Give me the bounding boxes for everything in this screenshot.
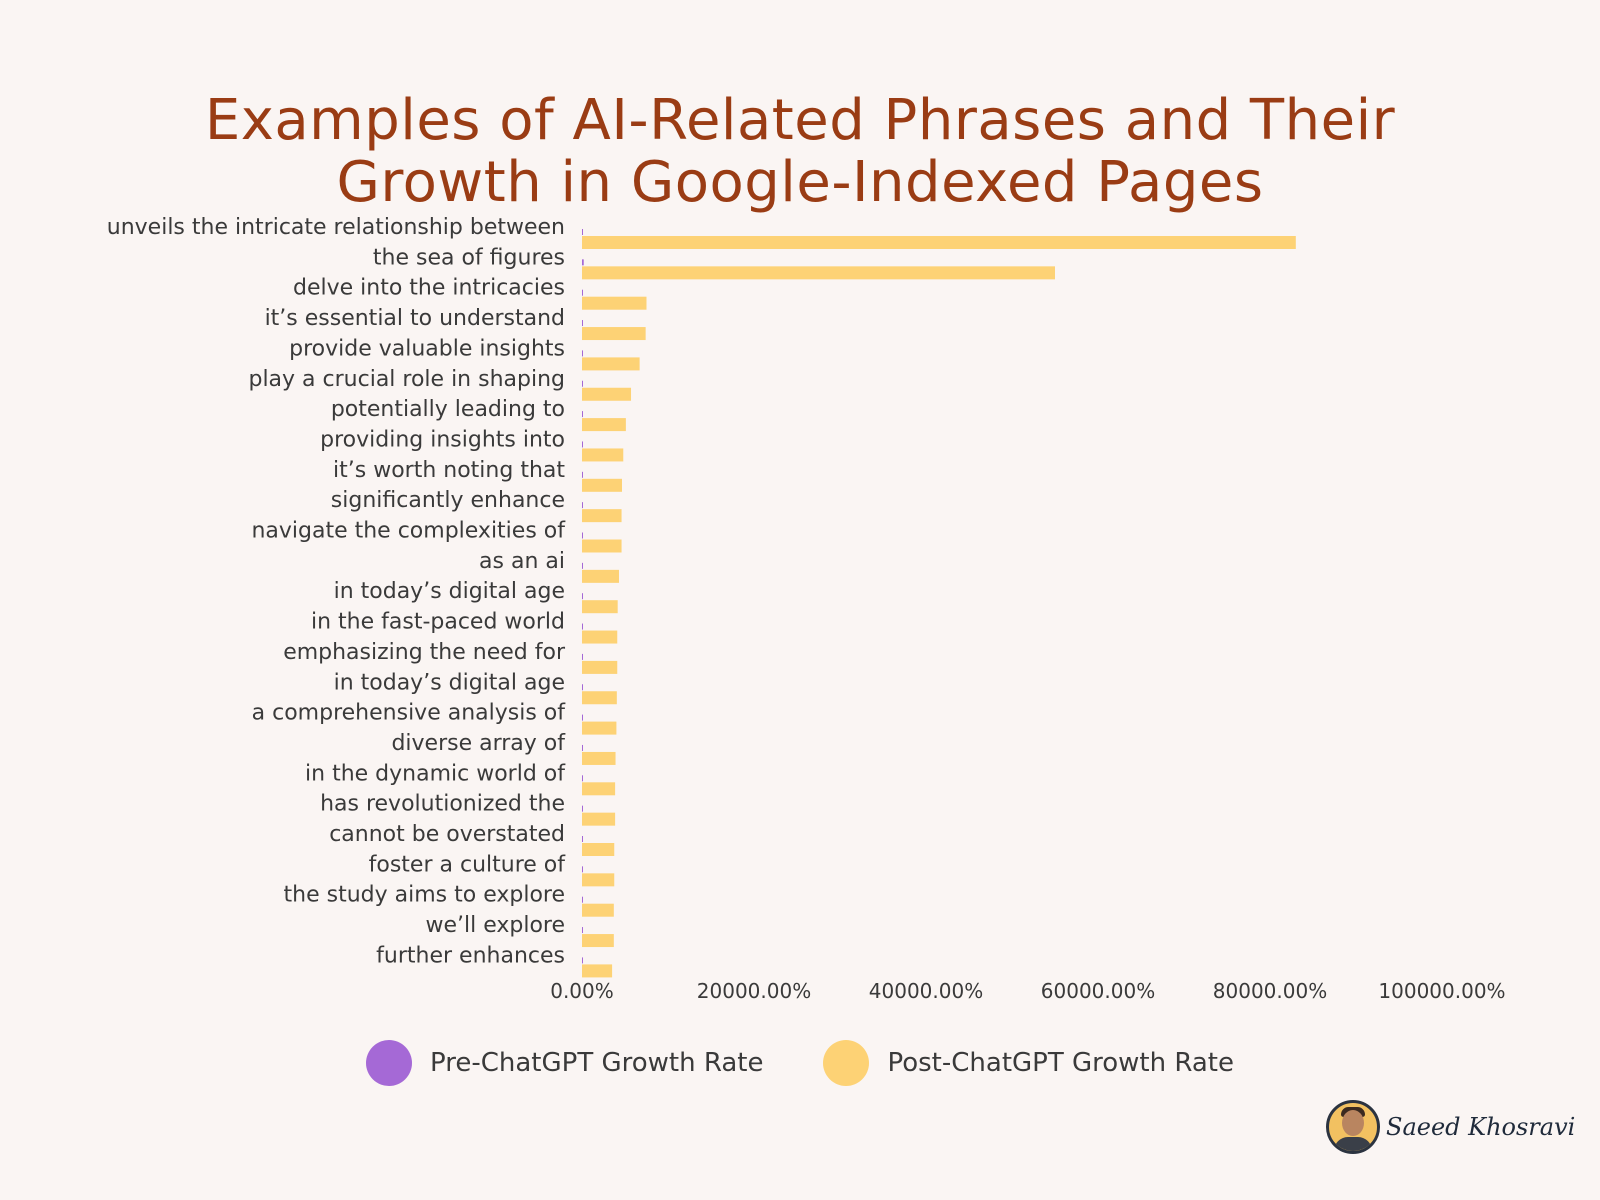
category-label: as an ai — [479, 549, 565, 574]
bar-post-chatgpt — [582, 327, 646, 341]
category-label: emphasizing the need for — [283, 640, 566, 665]
category-label: delve into the intricacies — [293, 276, 565, 301]
author-signature: Saeed Khosravi — [1326, 1100, 1575, 1154]
bar-post-chatgpt — [582, 296, 647, 310]
category-label: it’s worth noting that — [333, 458, 565, 483]
bar-pre-chatgpt — [582, 441, 583, 448]
bar-pre-chatgpt — [582, 471, 583, 478]
category-labels: unveils the intricate relationship betwe… — [107, 215, 566, 968]
bar-pre-chatgpt — [582, 259, 584, 266]
bar-pre-chatgpt — [582, 562, 583, 569]
chart-title-line-2: Growth in Google-Indexed Pages — [336, 149, 1264, 215]
category-label: further enhances — [376, 943, 565, 968]
category-label: in the dynamic world of — [305, 761, 566, 786]
x-axis-ticks: 0.00% 20000.00% 40000.00% 60000.00% 80000.00… — [550, 979, 1505, 1003]
category-label: in today’s digital age — [334, 670, 565, 695]
bar-post-chatgpt — [582, 873, 615, 887]
bar-pre-chatgpt — [582, 866, 583, 873]
x-tick-label: 80000.00% — [1213, 979, 1327, 1003]
bar-post-chatgpt — [582, 782, 616, 796]
category-label: has revolutionized the — [320, 792, 565, 817]
chart-title: Examples of AI-Related Phrases and Their… — [0, 87, 1600, 215]
bar-pre-chatgpt — [582, 896, 583, 903]
avatar-portrait-icon — [1326, 1100, 1380, 1154]
legend-item-pre: Pre-ChatGPT Growth Rate — [366, 1040, 763, 1086]
category-label: provide valuable insights — [289, 336, 565, 361]
bar-post-chatgpt — [582, 569, 619, 583]
bar-pre-chatgpt — [582, 350, 583, 357]
bar-pre-chatgpt — [582, 593, 583, 600]
category-label: it’s essential to understand — [265, 306, 565, 331]
bar-post-chatgpt — [582, 448, 624, 462]
bar-post-chatgpt — [582, 691, 617, 705]
category-label: a comprehensive analysis of — [252, 701, 567, 726]
bar-post-chatgpt — [582, 387, 632, 401]
category-label: in the fast-paced world — [311, 610, 565, 635]
bar-chart: unveils the intricate relationship betwe… — [107, 215, 1506, 1003]
category-label: potentially leading to — [331, 397, 565, 422]
bar-pre-chatgpt — [582, 229, 583, 235]
category-label: in today’s digital age — [334, 579, 565, 604]
author-name: Saeed Khosravi — [1386, 1113, 1576, 1141]
chart-title-line-1: Examples of AI-Related Phrases and Their — [204, 87, 1396, 153]
bar-pre-chatgpt — [582, 289, 583, 296]
bar-pre-chatgpt — [582, 653, 583, 660]
bar-pre-chatgpt — [582, 927, 583, 934]
bar-pre-chatgpt — [582, 684, 583, 691]
category-label: the sea of figures — [373, 245, 565, 270]
bar-pre-chatgpt — [582, 805, 583, 812]
x-tick-label: 20000.00% — [697, 979, 811, 1003]
bar-pre-chatgpt — [582, 744, 583, 751]
bar-post-chatgpt — [582, 539, 622, 553]
bar-post-chatgpt — [582, 721, 617, 735]
category-label: play a crucial role in shaping — [248, 367, 565, 392]
bar-post-chatgpt — [582, 660, 618, 674]
x-tick-label: 100000.00% — [1378, 979, 1505, 1003]
bar-pre-chatgpt — [582, 411, 583, 418]
category-label: providing insights into — [320, 427, 565, 452]
legend-swatch-post — [823, 1040, 870, 1086]
bar-post-chatgpt — [582, 903, 614, 917]
bar-pre-chatgpt — [582, 714, 583, 721]
bar-pre-chatgpt — [582, 320, 583, 327]
category-label: diverse array of — [391, 731, 566, 756]
category-label: foster a culture of — [369, 852, 567, 877]
legend-swatch-pre — [366, 1040, 413, 1086]
bar-post-chatgpt — [582, 357, 640, 371]
bars — [582, 229, 1296, 978]
category-label: the study aims to explore — [284, 883, 565, 908]
category-label: significantly enhance — [331, 488, 565, 513]
category-label: navigate the complexities of — [251, 519, 566, 544]
bar-pre-chatgpt — [582, 957, 583, 964]
x-tick-label: 40000.00% — [869, 979, 983, 1003]
bar-pre-chatgpt — [582, 836, 583, 842]
bar-post-chatgpt — [582, 266, 1055, 280]
bar-pre-chatgpt — [582, 532, 583, 539]
bar-pre-chatgpt — [582, 502, 583, 509]
category-label: cannot be overstated — [329, 822, 565, 847]
bar-post-chatgpt — [582, 418, 626, 432]
bar-post-chatgpt — [582, 600, 618, 614]
x-tick-label: 0.00% — [550, 979, 614, 1003]
x-tick-label: 60000.00% — [1041, 979, 1155, 1003]
bar-post-chatgpt — [582, 964, 613, 978]
category-label: we’ll explore — [425, 913, 565, 938]
bar-post-chatgpt — [582, 751, 616, 765]
legend-label-pre: Pre-ChatGPT Growth Rate — [430, 1048, 764, 1078]
bar-post-chatgpt — [582, 478, 622, 492]
bar-post-chatgpt — [582, 236, 1296, 249]
category-label: unveils the intricate relationship betwe… — [107, 215, 565, 240]
bar-post-chatgpt — [582, 843, 615, 856]
bar-pre-chatgpt — [582, 380, 583, 387]
bar-post-chatgpt — [582, 630, 618, 644]
bar-post-chatgpt — [582, 509, 622, 523]
bar-pre-chatgpt — [582, 623, 583, 630]
bar-post-chatgpt — [582, 812, 616, 826]
legend-label-post: Post-ChatGPT Growth Rate — [887, 1048, 1234, 1078]
legend-item-post: Post-ChatGPT Growth Rate — [823, 1040, 1234, 1086]
bar-pre-chatgpt — [582, 775, 583, 782]
legend: Pre-ChatGPT Growth Rate Post-ChatGPT Gro… — [0, 1040, 1600, 1086]
bar-post-chatgpt — [582, 934, 614, 948]
